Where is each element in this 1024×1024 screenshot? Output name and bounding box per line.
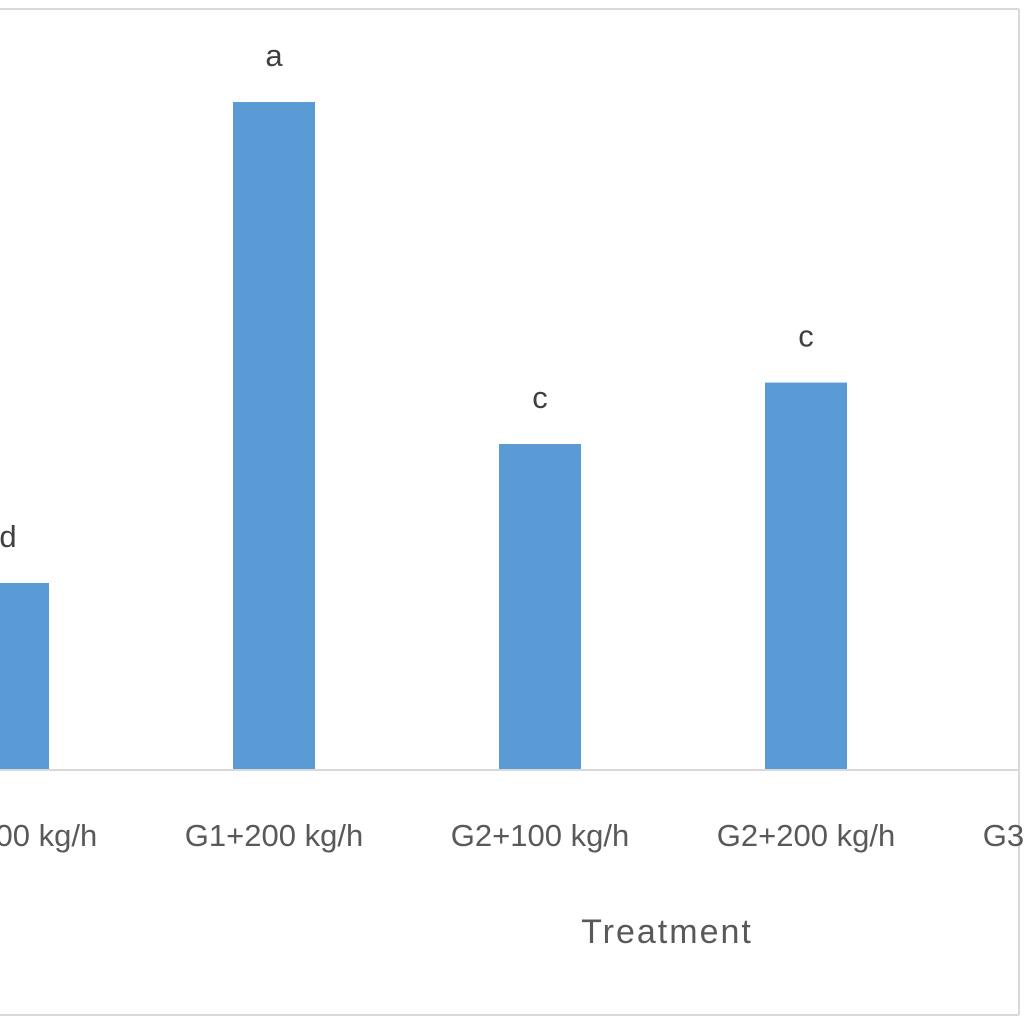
x-tick-label-1: G1+100 kg/h [0,818,97,853]
x-tick-label-5: G3+100 kg/h [983,818,1024,853]
x-tick-labels-group: G1+100 kg/h G1+200 kg/h G2+100 kg/h G2+200 … [0,818,1024,853]
data-label-4: c [798,319,814,354]
x-tick-label-2: G1+200 kg/h [185,818,363,853]
x-axis-title: Treatment [581,913,753,951]
bar-3 [499,444,581,770]
data-label-2: a [265,38,283,73]
bars-group [0,102,847,770]
bar-4 [765,382,847,770]
data-label-3: c [532,380,548,415]
x-tick-label-4: G2+200 kg/h [717,818,895,853]
data-labels-group: d a c c [0,38,814,554]
bar-1 [0,582,49,770]
data-label-1: d [0,519,17,554]
x-tick-label-3: G2+100 kg/h [451,818,629,853]
bar-2 [233,102,315,770]
